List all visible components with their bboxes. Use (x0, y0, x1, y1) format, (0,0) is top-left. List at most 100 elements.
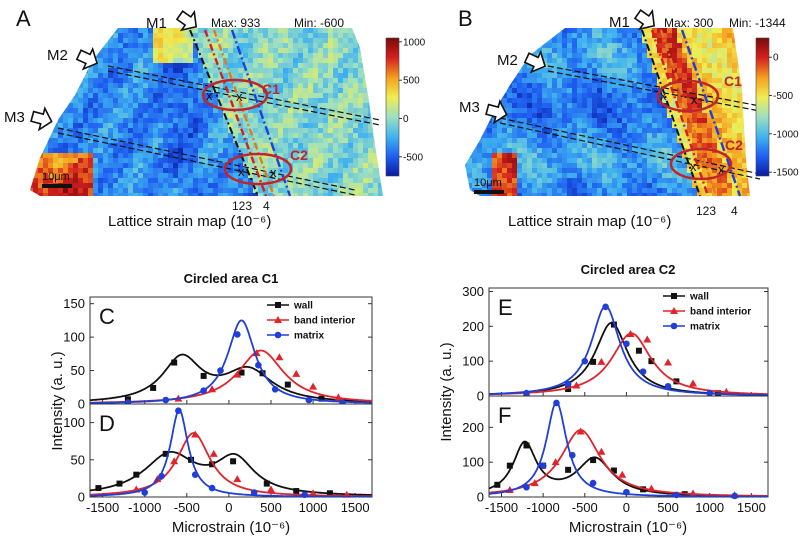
data-point-matrix (234, 331, 241, 338)
legend-marker (670, 307, 678, 314)
plot-c1: Circled area C1 C 0 50 100 150 wall band inte… (63, 271, 373, 412)
x-tick-label: -1000 (128, 500, 161, 515)
data-point-matrix (553, 399, 560, 407)
data-point-matrix (589, 479, 597, 487)
data-point-matrix (200, 387, 207, 394)
data-point-matrix (255, 361, 262, 369)
data-point-wall (523, 442, 530, 449)
data-point-matrix (208, 484, 216, 492)
data-point-band-interior (170, 457, 179, 465)
marker-m3-b: M3 (459, 99, 480, 116)
data-point-matrix (564, 380, 572, 388)
legend-marker (274, 331, 282, 339)
data-point-band-interior (334, 393, 343, 401)
arrow-icon (30, 9, 198, 132)
y-tick-label: 0 (78, 490, 85, 505)
y-tick-label: 0 (78, 397, 85, 412)
data-point-wall (95, 485, 102, 492)
x-tick-label: 0 (225, 500, 232, 515)
series-line-wall (90, 353, 372, 403)
x-tick-label: -1000 (527, 500, 560, 515)
y-tick-label: 0 (477, 490, 484, 505)
data-point-matrix (568, 451, 576, 459)
data-point-wall (238, 369, 245, 376)
colorbar-tick-label: 0 (403, 114, 409, 125)
data-point-band-interior (618, 470, 627, 478)
data-point-matrix (639, 368, 647, 375)
map-b-max: Max: 300 (664, 16, 714, 30)
data-point-wall (293, 488, 300, 495)
svg-text:x: x (718, 162, 725, 177)
data-point-matrix (706, 389, 714, 397)
data-point-band-interior (664, 358, 673, 366)
plot-c-marks: 0 50 100 150 wall band interior matrix (63, 296, 372, 412)
panel-label-e: E (498, 295, 513, 320)
map-b-overlay-lines: x x x x (499, 29, 761, 197)
y-tick-label: 0 (477, 389, 484, 404)
arrow-icon (485, 8, 656, 125)
y-tick-label: 200 (462, 420, 484, 435)
marker-m2-b: M2 (497, 52, 518, 69)
data-point-wall (230, 458, 237, 465)
plot-d-marks: 0 50 100 -1500 -1000 -500 0 500 1000 1500 (63, 407, 372, 515)
x-tick-label: 1000 (299, 500, 328, 515)
data-point-wall (635, 347, 642, 354)
x-tick-label: 1500 (737, 500, 766, 515)
circle-c1-b (656, 79, 720, 113)
data-point-wall (648, 358, 655, 365)
circle-c1-a (201, 78, 269, 112)
data-point-band-interior (597, 357, 606, 365)
data-point-band-interior (572, 381, 581, 389)
data-point-band-interior (266, 485, 275, 493)
colorbar-tick-label: -1500 (773, 168, 799, 179)
x-tick-label: 0 (623, 500, 630, 515)
data-point-band-interior (551, 458, 560, 466)
legend-marker (671, 293, 677, 299)
marker-m1-b: M1 (609, 14, 630, 31)
legend-label: matrix (294, 331, 324, 342)
data-point-matrix (271, 385, 279, 393)
legend-label: band interior (690, 307, 751, 318)
data-point-band-interior (722, 387, 731, 395)
colorbar-b (755, 37, 770, 177)
series-line-matrix (90, 408, 372, 497)
marker-m2-a: M2 (47, 47, 68, 64)
x-axis-label-left: Microstrain (10⁻⁶) (172, 519, 290, 536)
colorbar-a (385, 37, 400, 177)
x-tick-label: 500 (260, 500, 282, 515)
map-panel-b: B x x x x C1 C2 M1 M2 M3 Max: 300 Mi (458, 6, 799, 230)
colorbar-b-ticks: 0 -500 -1000 -1500 (769, 53, 799, 179)
y-axis-label-left: Intensity (a. u.) (49, 351, 66, 450)
plot-d: D 0 50 100 -1500 -1000 -500 0 500 1000 1500 (63, 403, 373, 515)
data-point-matrix (301, 491, 308, 499)
circle-c2-a (223, 152, 293, 186)
data-point-matrix (623, 340, 630, 348)
plot-c2: Circled area C2 E 0 100 200 300 wall band int… (462, 262, 769, 404)
colorbar-a-ticks: 1000 500 0 -500 (399, 37, 426, 163)
panel-label-f: F (498, 403, 511, 428)
scale-bar-label-a: 10μm (42, 171, 70, 183)
data-point-wall (284, 381, 291, 388)
data-point-band-interior (309, 382, 318, 390)
circle-label-c2-a: C2 (290, 147, 308, 163)
data-point-matrix (539, 462, 547, 469)
y-axis-label-right: Intensity (a. u.) (438, 342, 455, 441)
line-numbers-a-4: 4 (263, 199, 270, 213)
data-point-wall (610, 467, 617, 474)
data-point-band-interior (208, 385, 217, 393)
data-point-wall (565, 466, 572, 473)
y-tick-label: 300 (462, 284, 484, 299)
data-point-wall (590, 457, 597, 464)
data-point-matrix (623, 488, 630, 496)
line-numbers-a-123: 123 (232, 199, 252, 213)
data-point-matrix (581, 357, 589, 365)
svg-text:x: x (206, 88, 213, 103)
line-numbers-b-123: 123 (696, 204, 716, 218)
data-point-matrix (217, 367, 224, 374)
data-point-band-interior (209, 449, 218, 457)
colorbar-tick-label: 1000 (403, 37, 426, 48)
circle-label-c1-a: C1 (262, 81, 280, 97)
data-point-matrix (191, 471, 199, 478)
colorbar-tick-label: -500 (403, 152, 423, 163)
circle-label-c2-b: C2 (725, 137, 743, 153)
